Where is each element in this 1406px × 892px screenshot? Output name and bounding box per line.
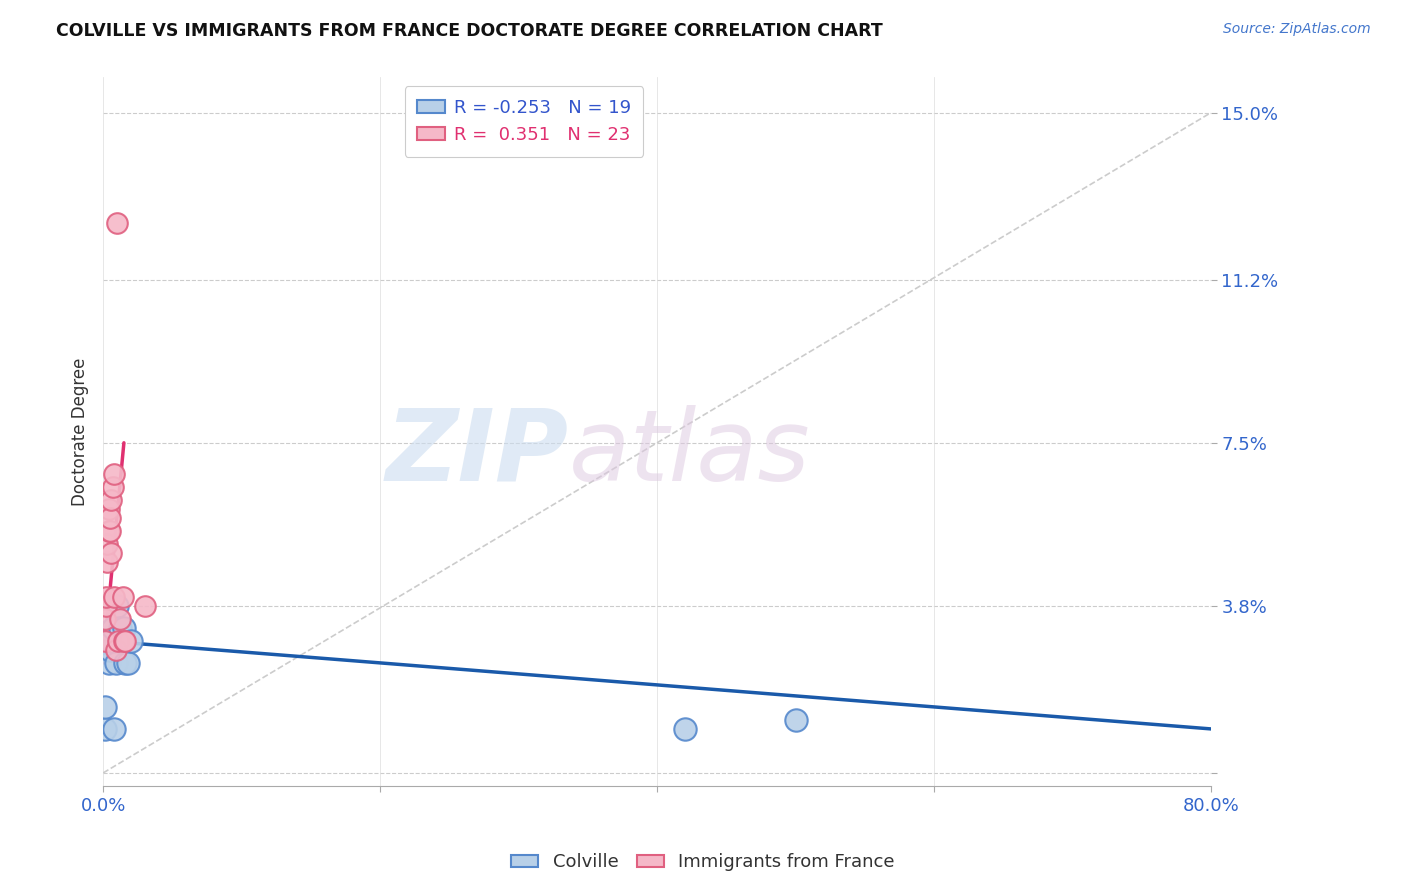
Point	[785, 713, 807, 727]
Point	[134, 599, 156, 613]
Point	[108, 621, 131, 635]
Point	[114, 633, 136, 648]
Point	[94, 599, 117, 613]
Point	[114, 656, 136, 670]
Text: ZIP: ZIP	[385, 405, 568, 501]
Point	[96, 633, 118, 648]
Legend: R = -0.253   N = 19, R =  0.351   N = 23: R = -0.253 N = 19, R = 0.351 N = 23	[405, 87, 644, 157]
Point	[100, 546, 122, 560]
Y-axis label: Doctorate Degree: Doctorate Degree	[72, 358, 89, 506]
Point	[111, 590, 134, 604]
Point	[103, 467, 125, 481]
Legend: Colville, Immigrants from France: Colville, Immigrants from France	[505, 847, 901, 879]
Point	[93, 612, 115, 626]
Point	[97, 524, 120, 538]
Point	[97, 656, 120, 670]
Text: COLVILLE VS IMMIGRANTS FROM FRANCE DOCTORATE DEGREE CORRELATION CHART: COLVILLE VS IMMIGRANTS FROM FRANCE DOCTO…	[56, 22, 883, 40]
Point	[101, 480, 124, 494]
Point	[673, 722, 696, 736]
Point	[94, 590, 117, 604]
Point	[93, 633, 115, 648]
Point	[96, 555, 118, 569]
Text: Source: ZipAtlas.com: Source: ZipAtlas.com	[1223, 22, 1371, 37]
Point	[97, 501, 120, 516]
Point	[103, 722, 125, 736]
Point	[98, 524, 121, 538]
Point	[100, 633, 122, 648]
Text: atlas: atlas	[568, 405, 810, 501]
Point	[94, 625, 117, 640]
Point	[93, 699, 115, 714]
Point	[112, 621, 135, 635]
Point	[96, 537, 118, 551]
Point	[108, 612, 131, 626]
Point	[98, 642, 121, 657]
Point	[93, 722, 115, 736]
Point	[104, 656, 127, 670]
Point	[100, 493, 122, 508]
Point	[101, 621, 124, 635]
Point	[105, 216, 128, 230]
Point	[104, 642, 127, 657]
Point	[107, 633, 129, 648]
Point	[103, 590, 125, 604]
Point	[112, 633, 135, 648]
Point	[105, 599, 128, 613]
Point	[120, 633, 142, 648]
Point	[117, 656, 139, 670]
Point	[98, 510, 121, 524]
Point	[96, 642, 118, 657]
